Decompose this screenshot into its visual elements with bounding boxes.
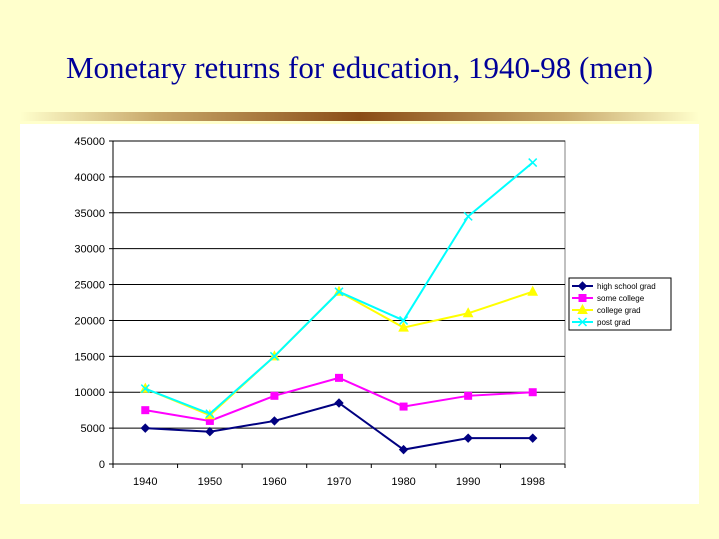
- x-tick-label: 1960: [262, 476, 286, 488]
- legend-marker: [577, 281, 588, 291]
- data-point-series-2: [398, 321, 409, 332]
- y-tick-label: 10000: [74, 387, 105, 399]
- slide-title: Monetary returns for education, 1940-98 …: [65, 50, 654, 85]
- data-point-series-0: [140, 423, 150, 433]
- data-point-series-0: [269, 416, 280, 426]
- y-tick-label: 15000: [74, 351, 105, 363]
- data-point-series-3: [140, 384, 150, 394]
- data-point-series-0: [205, 426, 215, 437]
- data-point-series-2: [462, 307, 474, 318]
- data-point-series-2: [527, 285, 539, 296]
- legend-label: some college: [597, 294, 645, 303]
- y-tick-label: 0: [99, 459, 105, 471]
- y-tick-label: 35000: [74, 208, 105, 220]
- data-point-series-0: [528, 433, 538, 443]
- data-point-series-0: [463, 433, 473, 443]
- x-tick-label: 1980: [391, 476, 415, 488]
- data-point-series-1: [141, 406, 150, 415]
- y-tick-label: 40000: [74, 172, 105, 184]
- title-divider: [20, 112, 699, 121]
- plot-area: [112, 140, 566, 465]
- legend-marker: [577, 317, 588, 327]
- data-point-series-0: [398, 444, 409, 455]
- data-point-series-3: [334, 287, 344, 297]
- y-tick-label: 30000: [74, 244, 105, 256]
- legend-label: college grad: [597, 306, 641, 315]
- y-tick-label: 25000: [74, 280, 105, 292]
- legend-marker: [578, 294, 587, 302]
- legend-marker: [577, 303, 588, 314]
- legend-label: post grad: [597, 318, 630, 327]
- data-point-series-1: [270, 391, 279, 400]
- x-tick-label: 1940: [133, 476, 157, 488]
- y-tick-label: 45000: [74, 136, 105, 148]
- data-point-series-1: [399, 402, 408, 411]
- data-point-series-3: [399, 315, 409, 325]
- x-tick-label: 1950: [198, 476, 222, 488]
- data-point-series-3: [463, 211, 473, 221]
- data-point-series-1: [464, 391, 473, 400]
- x-tick-label: 1998: [520, 476, 544, 488]
- data-point-series-3: [269, 351, 279, 361]
- y-tick-label: 20000: [74, 315, 105, 327]
- data-point-series-1: [335, 373, 343, 382]
- data-point-series-1: [528, 388, 537, 397]
- data-point-series-0: [334, 398, 344, 408]
- data-point-series-3: [528, 158, 538, 168]
- y-tick-label: 5000: [81, 423, 105, 435]
- x-tick-label: 1990: [456, 476, 480, 488]
- legend-label: high school grad: [597, 282, 656, 291]
- x-tick-label: 1970: [327, 476, 351, 488]
- data-point-series-3: [205, 409, 215, 419]
